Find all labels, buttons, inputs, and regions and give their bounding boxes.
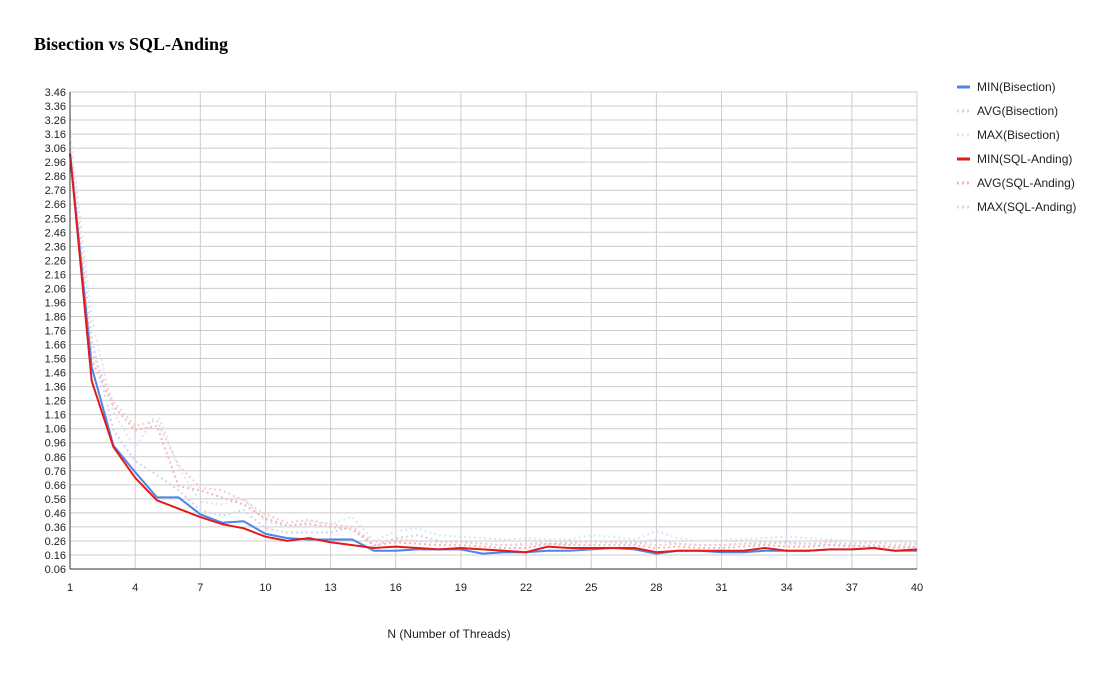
y-tick-label: 2.76 — [45, 185, 66, 197]
y-tick-label: 1.06 — [45, 424, 66, 436]
legend-label: MIN(Bisection) — [977, 80, 1056, 94]
y-tick-label: 0.86 — [45, 452, 66, 464]
y-tick-label: 0.46 — [45, 508, 66, 520]
y-tick-label: 1.76 — [45, 326, 66, 338]
grid — [69, 91, 918, 570]
y-tick-label: 1.36 — [45, 382, 66, 394]
x-tick-label: 28 — [650, 582, 662, 594]
chart-title: Bisection vs SQL-Anding — [34, 34, 229, 54]
y-tick-label: 1.46 — [45, 368, 66, 380]
y-tick-label: 1.16 — [45, 410, 66, 422]
x-tick-label: 40 — [911, 582, 923, 594]
series-line-avg-sql-anding — [69, 149, 918, 549]
y-tick-label: 0.96 — [45, 438, 66, 450]
y-tick-label: 0.36 — [45, 522, 66, 534]
legend-label: MAX(SQL-Anding) — [977, 200, 1076, 214]
y-tick-label: 0.26 — [45, 536, 66, 548]
y-tick-label: 3.36 — [45, 101, 66, 113]
y-tick-label: 1.26 — [45, 396, 66, 408]
x-tick-label: 25 — [585, 582, 597, 594]
y-axis-ticks: 0.06 0.16 0.26 0.36 0.46 0.56 0.66 0.76 0.86 0.96… — [45, 87, 66, 576]
series-line-max-sql-anding — [69, 142, 918, 547]
y-tick-label: 2.46 — [45, 227, 66, 239]
y-tick-label: 0.56 — [45, 494, 66, 506]
x-tick-label: 7 — [197, 582, 203, 594]
y-tick-label: 2.16 — [45, 269, 66, 281]
y-tick-label: 1.66 — [45, 340, 66, 352]
x-tick-label: 34 — [781, 582, 793, 594]
x-tick-label: 19 — [455, 582, 467, 594]
y-tick-label: 0.16 — [45, 550, 66, 562]
legend-label: MAX(Bisection) — [977, 128, 1060, 142]
x-tick-label: 1 — [67, 582, 73, 594]
y-tick-label: 3.26 — [45, 115, 66, 127]
y-tick-label: 2.26 — [45, 255, 66, 267]
series-line-max-bisection — [69, 131, 917, 544]
y-tick-label: 0.76 — [45, 466, 66, 478]
x-tick-label: 31 — [715, 582, 727, 594]
series-lines — [69, 131, 918, 555]
x-tick-label: 22 — [520, 582, 532, 594]
y-tick-label: 1.56 — [45, 354, 66, 366]
series-line-min-bisection — [69, 153, 917, 555]
y-tick-label: 3.46 — [45, 87, 66, 99]
y-tick-label: 0.06 — [45, 564, 66, 576]
x-tick-label: 16 — [390, 582, 402, 594]
y-tick-label: 2.56 — [45, 213, 66, 225]
y-tick-label: 2.06 — [45, 283, 66, 295]
axes — [69, 92, 917, 570]
y-tick-label: 1.96 — [45, 297, 66, 309]
x-axis-ticks: 1 4 7 10 13 16 19 22 25 28 31 34 37 40 — [67, 582, 923, 594]
y-tick-label: 3.16 — [45, 129, 66, 141]
y-tick-label: 2.66 — [45, 199, 66, 211]
x-tick-label: 37 — [846, 582, 858, 594]
x-axis-label: N (Number of Threads) — [387, 627, 510, 641]
y-tick-label: 1.86 — [45, 311, 66, 323]
series-line-min-sql-anding — [69, 153, 918, 554]
y-tick-label: 2.86 — [45, 171, 66, 183]
legend-label: AVG(Bisection) — [977, 104, 1058, 118]
legend-label: MIN(SQL-Anding) — [977, 152, 1072, 166]
y-tick-label: 0.66 — [45, 480, 66, 492]
legend-label: AVG(SQL-Anding) — [977, 176, 1075, 190]
legend: MIN(Bisection) AVG(Bisection) MAX(Bisectio… — [957, 80, 1076, 214]
y-tick-label: 2.96 — [45, 157, 66, 169]
x-tick-label: 10 — [259, 582, 271, 594]
y-tick-label: 3.06 — [45, 143, 66, 155]
x-tick-label: 4 — [132, 582, 138, 594]
y-tick-label: 2.36 — [45, 241, 66, 253]
x-tick-label: 13 — [324, 582, 336, 594]
